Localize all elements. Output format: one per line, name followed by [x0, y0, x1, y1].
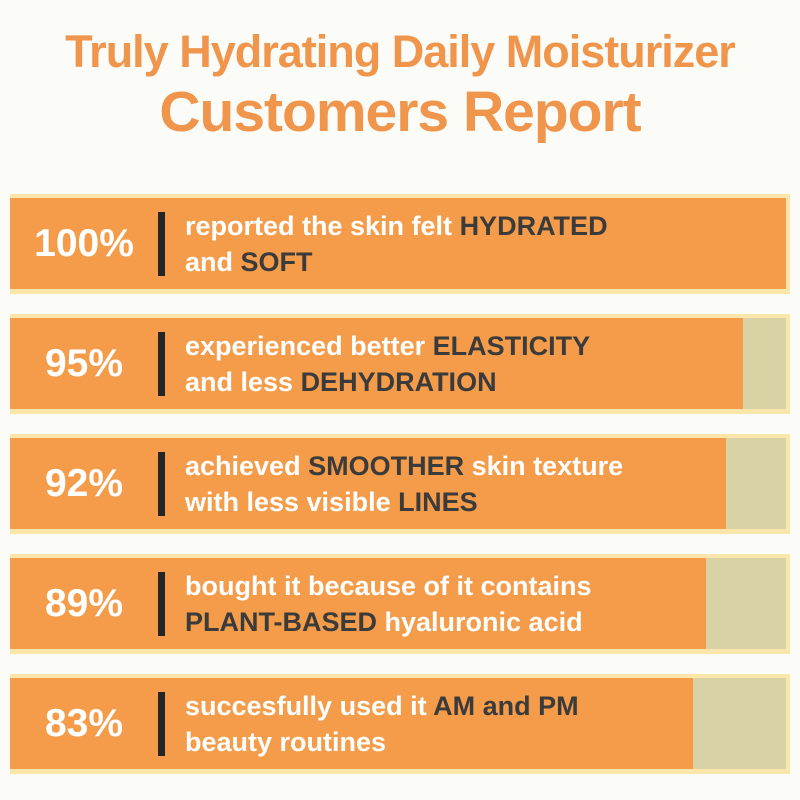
bar-fill: 83% succesfully used it AM and PM beauty …: [10, 678, 693, 769]
description-emphasis-text: ELASTICITY: [432, 330, 591, 361]
description-emphasis-text: HYDRATED: [459, 210, 608, 241]
bar-value-label: 100%: [34, 221, 134, 265]
bar-description: achieved SMOOTHER skin texture with less …: [185, 448, 623, 520]
bar-row: 83% succesfully used it AM and PM beauty …: [10, 674, 790, 774]
bar-value-label: 95%: [44, 341, 124, 385]
description-text: hyaluronic acid: [377, 606, 583, 637]
bar-value-label: 89%: [44, 581, 124, 625]
bar-row: 95% experienced better ELASTICITY and les…: [10, 314, 790, 414]
bar-fill: 95% experienced better ELASTICITY and les…: [10, 318, 744, 409]
description-text: with less visible: [185, 486, 399, 517]
bar-track: 95% experienced better ELASTICITY and les…: [10, 318, 786, 409]
bar-track: 100% reported the skin felt HYDRATED and …: [10, 198, 786, 289]
divider-line: [158, 331, 165, 396]
bar-description: reported the skin felt HYDRATED and SOFT: [185, 208, 608, 280]
description-emphasis-text: AM and PM: [433, 690, 579, 721]
description-emphasis-text: LINES: [398, 486, 478, 517]
description-text: bought it because of it contains: [185, 570, 592, 601]
divider-line: [158, 451, 165, 516]
description-emphasis-text: PLANT-BASED: [185, 606, 378, 637]
description-text: beauty routines: [185, 726, 387, 757]
description-text: and less: [185, 366, 301, 397]
bar-fill: 92% achieved SMOOTHER skin texture with l…: [10, 438, 727, 529]
divider-line: [158, 571, 165, 636]
description-text: reported the skin felt: [185, 210, 460, 241]
description-text: achieved: [185, 450, 309, 481]
bar-row: 100% reported the skin felt HYDRATED and …: [10, 194, 790, 294]
description-text: experienced better: [185, 330, 433, 361]
bar-fill: 100% reported the skin felt HYDRATED and …: [10, 198, 786, 289]
description-emphasis-text: SMOOTHER: [308, 450, 465, 481]
description-emphasis-text: SOFT: [240, 246, 313, 277]
bar-description: bought it because of it contains PLANT-BA…: [185, 568, 592, 640]
divider-line: [158, 691, 165, 756]
bar-row: 92% achieved SMOOTHER skin texture with l…: [10, 434, 790, 534]
description-text: and: [185, 246, 241, 277]
bar-value-label: 83%: [44, 701, 124, 745]
header: Truly Hydrating Daily Moisturizer Custom…: [0, 0, 800, 194]
bar-row: 89% bought it because of it contains PLAN…: [10, 554, 790, 654]
page-title: Truly Hydrating Daily Moisturizer: [65, 26, 736, 77]
page-subtitle: Customers Report: [159, 80, 641, 144]
bar-fill: 89% bought it because of it contains PLAN…: [10, 558, 707, 649]
bar-track: 92% achieved SMOOTHER skin texture with l…: [10, 438, 786, 529]
bar-description: experienced better ELASTICITY and less DE…: [185, 328, 590, 400]
description-emphasis-text: DEHYDRATION: [300, 366, 497, 397]
divider-line: [158, 211, 165, 276]
bar-value-label: 92%: [44, 461, 124, 505]
description-text: skin texture: [464, 450, 624, 481]
bar-track: 83% succesfully used it AM and PM beauty …: [10, 678, 786, 769]
bar-description: succesfully used it AM and PM beauty rout…: [185, 688, 579, 760]
bar-chart: 100% reported the skin felt HYDRATED and …: [10, 194, 790, 774]
bar-track: 89% bought it because of it contains PLAN…: [10, 558, 786, 649]
description-text: succesfully used it: [185, 690, 434, 721]
